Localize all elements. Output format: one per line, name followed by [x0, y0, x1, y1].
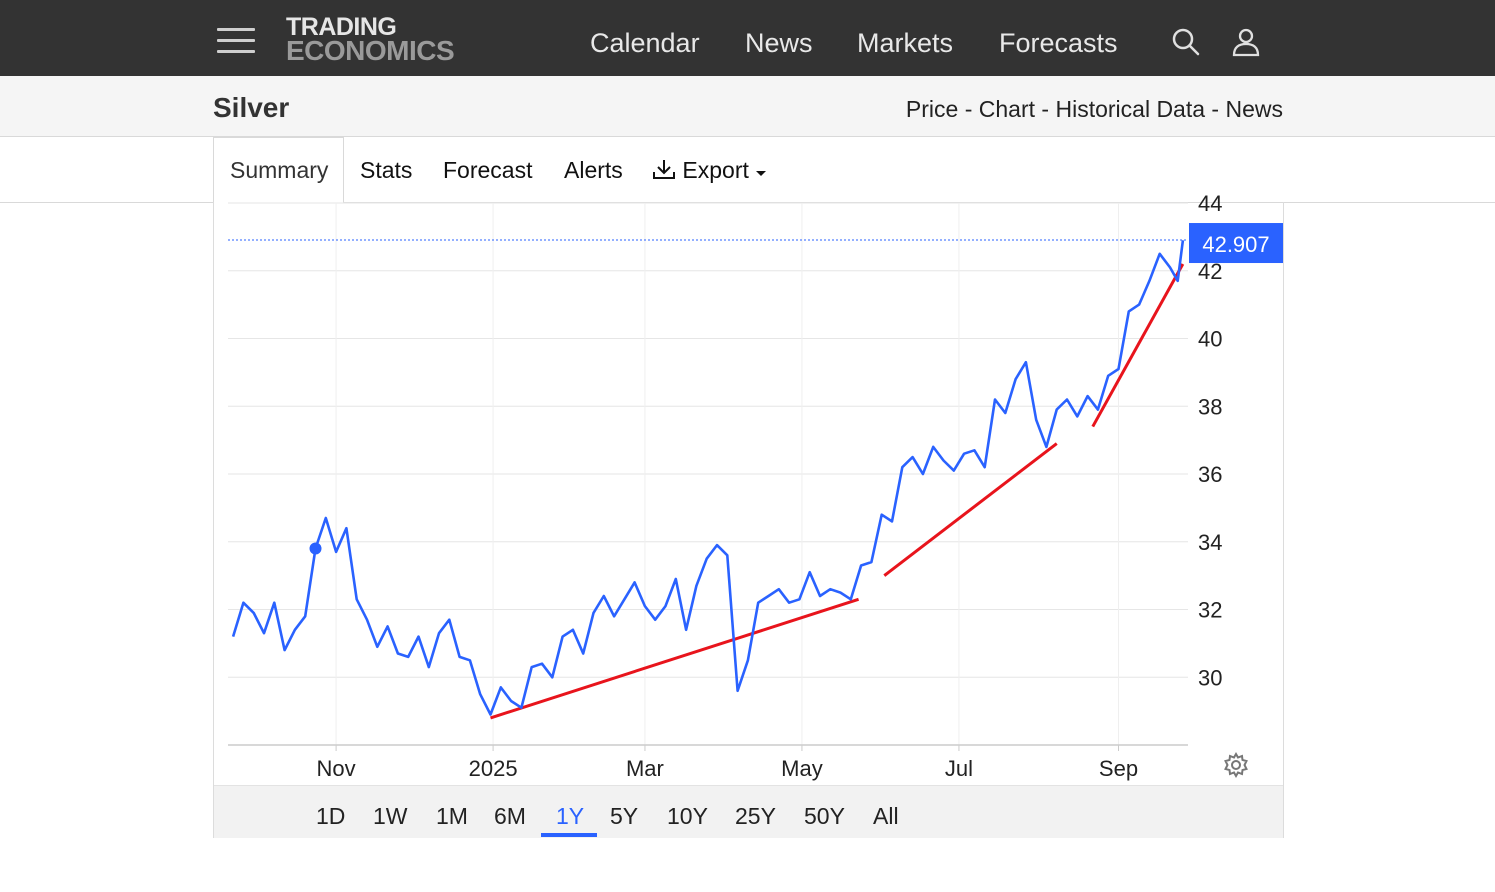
tab-summary-frame — [213, 137, 344, 203]
range-1y[interactable]: 1Y — [556, 803, 585, 829]
nav-news[interactable]: News — [745, 28, 813, 58]
chart-tabs: Summary Stats Forecast Alerts Export — [0, 137, 1495, 203]
breadcrumb-news[interactable]: News — [1225, 96, 1283, 122]
range-25y[interactable]: 25Y — [735, 803, 776, 829]
breadcrumb-historical-data[interactable]: Historical Data — [1055, 96, 1206, 122]
search-icon[interactable] — [1171, 27, 1201, 57]
breadcrumb-separator: - — [958, 96, 979, 122]
brand-logo-line2: ECONOMICS — [286, 35, 455, 66]
range-6m[interactable]: 6M — [494, 803, 526, 829]
page-title: Silver — [213, 92, 290, 123]
breadcrumb: Price - Chart - Historical Data - News — [906, 96, 1283, 123]
breadcrumb-chart[interactable]: Chart — [978, 96, 1036, 122]
top-navigation-bar: TRADING ECONOMICS Calendar News Markets … — [0, 0, 1495, 76]
range-10y[interactable]: 10Y — [667, 803, 708, 829]
gear-icon[interactable] — [1222, 751, 1250, 779]
range-1w[interactable]: 1W — [373, 803, 408, 829]
tab-alerts[interactable]: Alerts — [564, 157, 623, 183]
range-1m[interactable]: 1M — [436, 803, 468, 829]
range-5y[interactable]: 5Y — [610, 803, 639, 829]
range-all[interactable]: All — [873, 803, 899, 829]
page-header: Silver Price - Chart - Historical Data -… — [0, 76, 1495, 137]
nav-calendar[interactable]: Calendar — [590, 28, 700, 58]
tab-forecast[interactable]: Forecast — [443, 157, 533, 183]
range-1d[interactable]: 1D — [316, 803, 346, 829]
caret-down-icon — [756, 171, 767, 176]
user-icon[interactable] — [1231, 27, 1261, 57]
tab-export[interactable]: Export — [652, 157, 767, 184]
range-50y[interactable]: 50Y — [804, 803, 845, 829]
breadcrumb-separator: - — [1205, 96, 1226, 122]
tab-stats[interactable]: Stats — [360, 157, 413, 183]
hamburger-menu-icon[interactable] — [217, 26, 255, 56]
download-icon — [653, 160, 675, 179]
tab-summary[interactable]: Summary — [230, 157, 329, 183]
nav-markets[interactable]: Markets — [857, 28, 954, 58]
breadcrumb-price[interactable]: Price — [905, 96, 959, 122]
time-range-bar — [214, 785, 1283, 838]
chart-panel — [213, 202, 1284, 838]
brand-logo-line1: TRADING — [286, 13, 397, 41]
range-active-indicator — [541, 833, 597, 837]
tab-export-label: Export — [682, 157, 749, 183]
brand-logo[interactable]: TRADING ECONOMICS — [286, 13, 455, 66]
nav-forecasts[interactable]: Forecasts — [999, 28, 1118, 58]
breadcrumb-separator: - — [1035, 96, 1056, 122]
